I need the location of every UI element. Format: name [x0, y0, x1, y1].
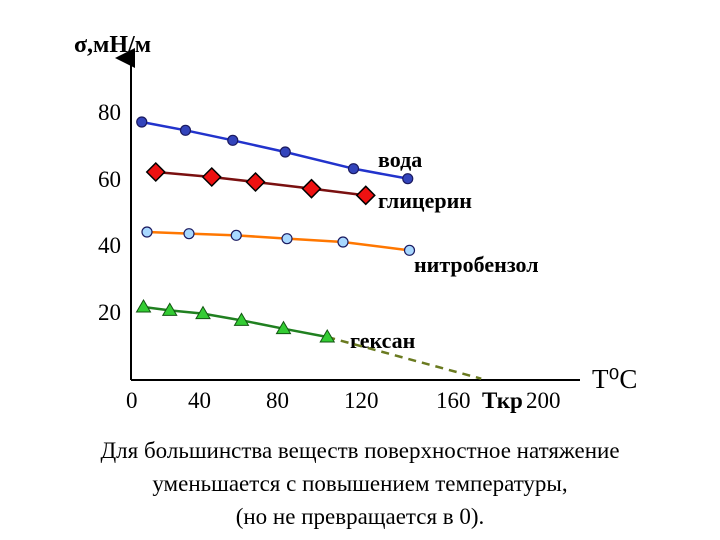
data-point-nitrobenzol: [183, 228, 195, 240]
caption-line: (но не превращается в 0).: [235, 504, 485, 529]
y-axis-label: σ,мН/м: [74, 32, 151, 58]
caption: Для большинства веществ поверхностное на…: [0, 434, 720, 533]
data-point-glitserin: [301, 178, 322, 199]
data-point-voda: [402, 173, 414, 185]
y-tick-label: 40: [98, 233, 121, 258]
data-point-voda: [347, 163, 360, 175]
series-label-glitserin: глицерин: [378, 188, 472, 213]
x-tick-label: 160: [436, 388, 471, 413]
data-point-nitrobenzol: [281, 233, 293, 245]
data-point-voda: [227, 134, 239, 146]
x-tick-label: 200: [526, 388, 561, 413]
surface-tension-chart: σ,мН/м Т⁰С 80 60 40 20 0 40 80 120 160 Т…: [74, 32, 637, 413]
data-point-geksan: [319, 329, 336, 343]
series-line-geksan: [143, 305, 328, 339]
data-point-voda: [136, 116, 148, 128]
data-point-geksan: [233, 312, 250, 326]
data-point-glitserin: [201, 166, 222, 188]
series-layer: [135, 116, 482, 380]
x-tick-label: 80: [266, 388, 289, 413]
y-tick-label: 80: [98, 100, 121, 125]
tkr-label: Ткр: [482, 388, 523, 413]
series-label-voda: вода: [378, 147, 422, 172]
series-label-geksan: гексан: [350, 328, 416, 353]
data-point-nitrobenzol: [230, 229, 242, 241]
data-point-geksan: [161, 302, 178, 316]
data-point-voda: [179, 124, 192, 136]
series-extrapolation-geksan: [326, 335, 482, 380]
caption-line: Для большинства веществ поверхностное на…: [100, 438, 620, 463]
data-point-glitserin: [245, 171, 266, 193]
series-label-nitrobenzol: нитробензол: [414, 252, 539, 277]
y-tick-label: 60: [98, 167, 121, 192]
data-point-voda: [279, 146, 291, 158]
data-point-nitrobenzol: [141, 226, 153, 238]
data-point-geksan: [135, 299, 152, 313]
x-tick-label: 120: [344, 388, 379, 413]
series-line-voda: [141, 120, 408, 180]
data-point-glitserin: [145, 161, 166, 183]
series-line-nitrobenzol: [146, 230, 410, 252]
data-point-nitrobenzol: [403, 244, 416, 256]
x-tick-label: 40: [188, 388, 211, 413]
data-point-nitrobenzol: [337, 236, 349, 248]
data-point-glitserin: [355, 185, 376, 206]
x-tick-label: 0: [126, 388, 138, 413]
y-tick-label: 20: [98, 300, 121, 325]
data-point-geksan: [275, 320, 292, 335]
x-axis-label: Т⁰С: [592, 364, 637, 394]
data-point-geksan: [195, 305, 211, 320]
caption-line: уменьшается с повышением температуры,: [152, 471, 568, 496]
